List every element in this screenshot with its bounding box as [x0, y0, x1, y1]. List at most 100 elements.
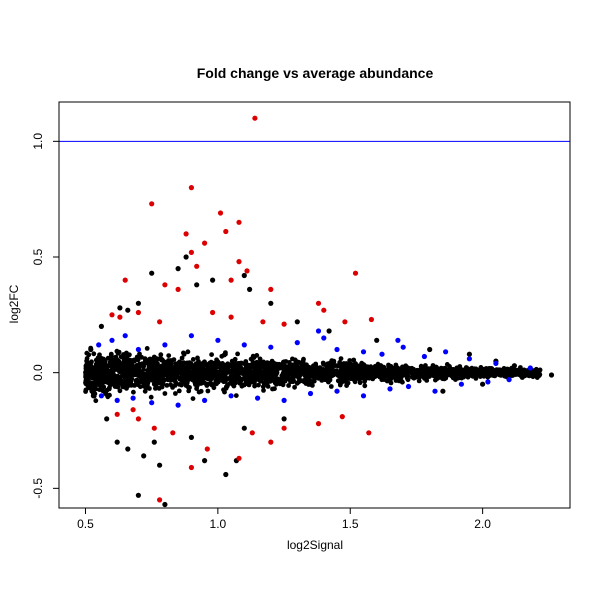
data-point	[480, 381, 486, 387]
data-point	[241, 425, 247, 431]
data-point	[331, 358, 337, 364]
data-point	[260, 319, 266, 325]
data-point	[334, 346, 340, 353]
data-point	[273, 379, 278, 385]
plot-frame	[58, 101, 571, 509]
data-point	[115, 350, 121, 356]
data-point	[168, 382, 174, 388]
data-point	[149, 400, 155, 406]
data-point	[125, 307, 131, 313]
data-point	[223, 350, 228, 355]
data-point	[235, 351, 241, 357]
data-point	[527, 365, 533, 371]
data-point	[175, 286, 181, 292]
data-point	[141, 453, 147, 459]
data-point	[223, 379, 228, 384]
data-point	[122, 379, 128, 385]
data-point	[286, 383, 291, 388]
data-point	[303, 381, 309, 386]
data-point	[228, 375, 234, 381]
data-point	[444, 362, 450, 367]
data-point	[434, 371, 440, 377]
data-point	[83, 363, 89, 369]
data-point	[416, 371, 422, 377]
data-point	[86, 352, 92, 358]
data-point	[119, 373, 125, 379]
data-point	[98, 363, 103, 368]
data-point	[144, 346, 150, 351]
data-point	[241, 272, 247, 279]
data-point	[153, 386, 158, 391]
data-point	[254, 353, 260, 358]
data-point	[103, 369, 109, 374]
data-point	[369, 372, 374, 378]
data-point	[422, 376, 427, 381]
data-point	[340, 368, 346, 374]
data-point	[238, 379, 244, 384]
data-point	[190, 357, 196, 362]
data-point	[227, 381, 233, 386]
data-point	[536, 373, 542, 378]
data-point	[501, 367, 507, 373]
data-point	[179, 355, 185, 361]
data-point	[188, 464, 194, 471]
data-point	[114, 357, 120, 362]
data-point	[100, 388, 106, 394]
data-point	[297, 373, 302, 378]
data-point	[185, 349, 191, 355]
data-point	[264, 365, 270, 370]
data-point	[454, 365, 460, 371]
data-point	[111, 382, 117, 387]
data-point	[194, 282, 200, 288]
data-point	[294, 340, 300, 346]
data-point	[424, 371, 430, 377]
data-point	[321, 335, 327, 341]
data-point	[83, 389, 88, 394]
data-point	[98, 393, 104, 399]
data-point	[506, 369, 512, 375]
data-point	[208, 360, 214, 365]
data-point	[334, 388, 340, 394]
data-point	[199, 361, 205, 367]
data-point	[202, 397, 208, 403]
data-point	[177, 376, 183, 382]
data-point	[253, 371, 258, 377]
data-point	[259, 361, 265, 367]
data-point	[175, 266, 181, 272]
data-point	[151, 354, 157, 360]
data-point	[360, 349, 367, 355]
data-point	[350, 374, 356, 380]
data-point	[135, 346, 141, 353]
data-point	[117, 314, 123, 320]
data-point	[278, 380, 283, 385]
data-point	[181, 351, 187, 357]
data-point	[177, 382, 183, 387]
data-point	[294, 369, 300, 375]
data-point	[158, 355, 164, 361]
data-point	[188, 434, 194, 440]
data-point	[104, 416, 110, 422]
data-point	[281, 321, 287, 327]
data-point	[343, 363, 349, 369]
data-point	[354, 373, 360, 379]
data-point	[270, 386, 275, 392]
data-point	[548, 372, 555, 378]
series-nonsignificant	[88, 254, 555, 508]
data-point	[131, 389, 136, 395]
data-point	[128, 382, 134, 388]
data-point	[228, 277, 234, 283]
data-point	[466, 351, 472, 357]
data-point	[223, 228, 229, 235]
data-point	[290, 362, 296, 368]
data-point	[485, 379, 491, 385]
data-point	[138, 384, 143, 390]
data-point	[91, 380, 96, 386]
data-point	[139, 361, 145, 367]
data-point	[215, 379, 221, 385]
data-point	[95, 369, 100, 375]
data-point	[135, 416, 141, 422]
data-point	[182, 375, 188, 381]
data-point	[218, 371, 224, 376]
data-point	[432, 388, 438, 394]
data-point	[268, 300, 274, 306]
